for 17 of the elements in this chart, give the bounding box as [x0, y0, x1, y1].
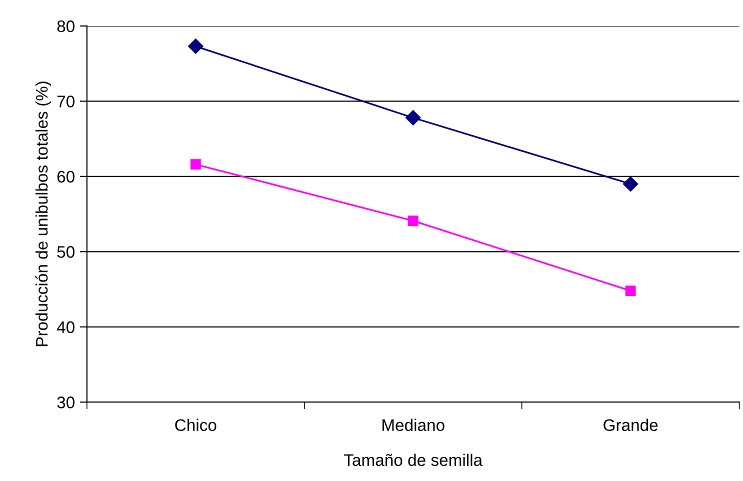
- y-tick-label: 40: [56, 321, 74, 334]
- x-tick-label: Mediano: [382, 418, 444, 432]
- x-tick-label: Chico: [175, 418, 216, 432]
- point: [188, 38, 204, 54]
- point: [622, 176, 638, 192]
- y-tick-label: 70: [57, 96, 74, 108]
- y-tick-label: 50: [57, 246, 74, 258]
- point: [190, 159, 201, 170]
- y-tick-label: 80: [57, 20, 74, 32]
- point: [408, 216, 418, 226]
- x-axis-title: Tamaño de semilla: [344, 454, 483, 466]
- x-tick-label: Grande: [604, 418, 658, 432]
- point: [625, 286, 636, 296]
- y-axis-title: Producción de unibulbos totales (%): [35, 82, 52, 346]
- y-tick-label: 60: [57, 170, 74, 183]
- point: [406, 110, 421, 126]
- y-tick-label: 30: [57, 396, 74, 408]
